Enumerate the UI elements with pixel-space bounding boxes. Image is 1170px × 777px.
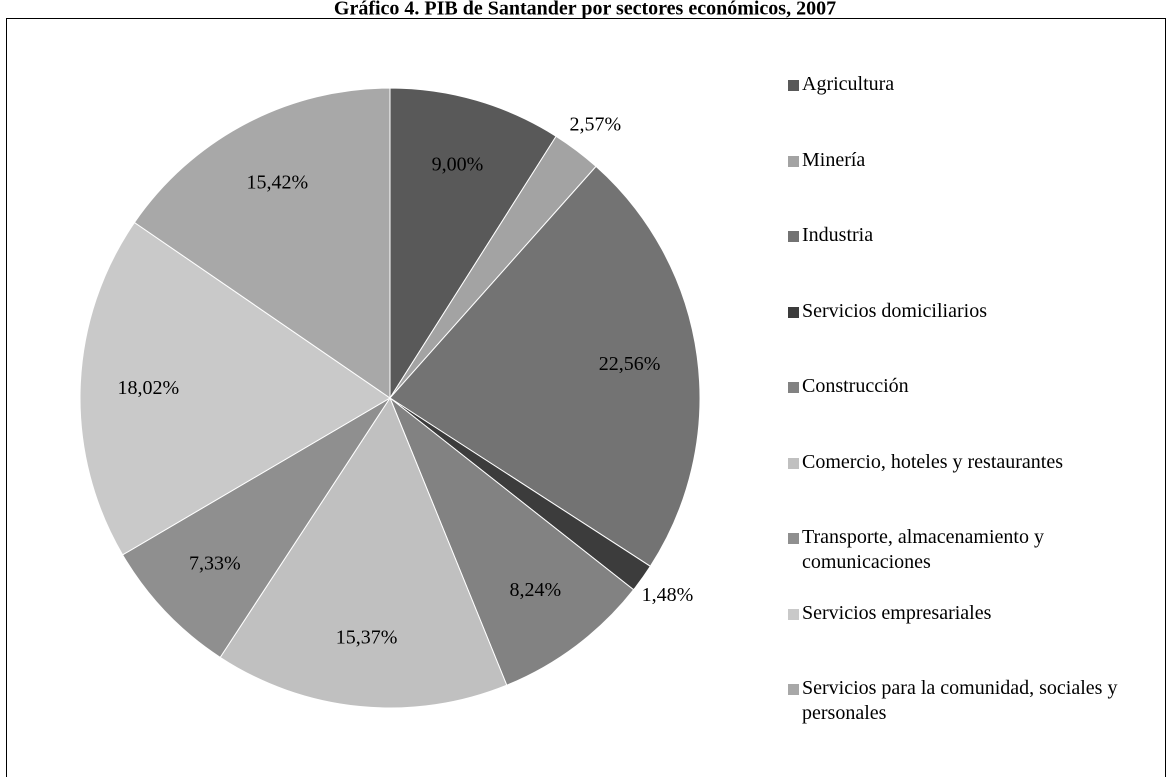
legend-item: Minería xyxy=(788,148,1160,173)
legend-swatch xyxy=(788,306,799,318)
data-label: 22,56% xyxy=(599,353,661,375)
data-label: 1,48% xyxy=(642,584,694,606)
legend-item: Comercio, hoteles y restaurantes xyxy=(788,450,1160,475)
data-label: 15,37% xyxy=(336,626,398,648)
pie-slice xyxy=(389,165,701,567)
legend-label: Servicios para la comunidad, sociales y … xyxy=(802,677,1118,724)
legend-swatch xyxy=(788,231,799,242)
legend-swatch xyxy=(788,80,799,91)
legend-item: Agricultura xyxy=(788,72,1160,97)
data-label: 2,57% xyxy=(570,113,622,135)
data-label: 7,33% xyxy=(189,552,241,574)
legend-label: Servicios empresariales xyxy=(802,601,992,624)
chart-border xyxy=(6,18,1166,777)
legend-label: Construcción xyxy=(802,375,909,397)
legend-item: Servicios empresariales xyxy=(788,601,1160,626)
legend-label: Minería xyxy=(802,148,866,171)
legend-swatch xyxy=(788,457,799,469)
pie-slice xyxy=(121,397,391,659)
legend-swatch xyxy=(788,382,799,393)
data-label: 18,02% xyxy=(118,377,180,399)
legend-item: Servicios domiciliarios xyxy=(788,299,1160,324)
legend-swatch xyxy=(788,155,799,167)
legend-swatch xyxy=(788,608,799,620)
legend-label: Agricultura xyxy=(802,73,895,95)
legend-label: Industria xyxy=(802,224,874,246)
pie-slice xyxy=(133,87,391,399)
legend-item: Servicios para la comunidad, sociales y … xyxy=(788,676,1160,726)
legend-label: Servicios domiciliarios xyxy=(802,299,987,322)
chart-title: Gráfico 4. PIB de Santander por sectores… xyxy=(334,0,836,20)
legend-label: Comercio, hoteles y restaurantes xyxy=(802,450,1064,473)
data-label: 15,42% xyxy=(247,172,309,194)
legend-swatch xyxy=(788,533,799,544)
legend-item: Transporte, almacenamiento y comunicacio… xyxy=(788,525,1160,575)
pie-slice xyxy=(388,396,635,686)
data-label: 8,24% xyxy=(510,579,562,601)
legend-item: Industria xyxy=(788,223,1160,248)
pie-slice xyxy=(79,221,391,556)
data-label: 9,00% xyxy=(432,153,484,175)
pie-slice xyxy=(389,87,557,400)
pie-slice xyxy=(219,396,508,709)
legend-item: Construcción xyxy=(788,374,1160,399)
legend-label: Transporte, almacenamiento y comunicacio… xyxy=(802,526,1044,573)
legend-swatch xyxy=(788,684,799,695)
